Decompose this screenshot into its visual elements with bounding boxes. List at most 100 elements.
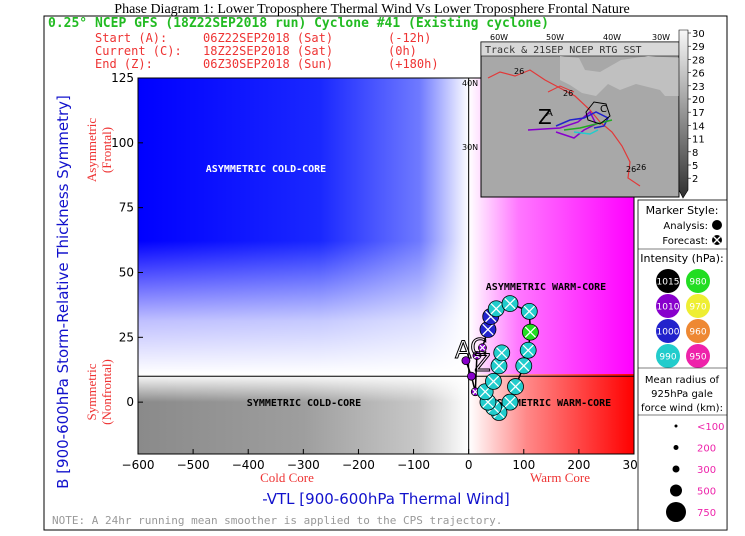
trajectory-mark-z: Z: [474, 349, 490, 377]
figure-title: Phase Diagram 1: Lower Troposphere Therm…: [114, 2, 629, 17]
frontal-annotation: (Frontal): [99, 127, 114, 173]
radius-label: 500: [697, 487, 716, 498]
y-axis-label: B [900-600hPa Storm-Relative Thickness S…: [54, 95, 72, 489]
x-axis-ticks: −600 −500 −400 −300 −200 −100 0 100 200 300: [122, 449, 645, 472]
x-tick-label: −300: [287, 458, 320, 472]
trajectory-point: [472, 351, 482, 360]
forecast-label: Forecast:: [662, 236, 708, 247]
intensity-label: 960: [689, 328, 706, 338]
radius-title-line3: force wind (km):: [641, 403, 723, 414]
symmetric-warm-core-label: SYMMETRIC WARM-CORE: [497, 398, 611, 409]
smoother-note: NOTE: A 24hr running mean smoother is ap…: [52, 514, 502, 527]
intensity-swatch: 950: [686, 344, 710, 368]
x-tick-label: −400: [232, 458, 265, 472]
start-offset: (-12h): [388, 31, 431, 45]
trajectory-letter-marks: ACZ: [454, 333, 491, 378]
x-tick-label: 100: [512, 458, 535, 472]
land-mass: [560, 56, 679, 96]
trajectory-mark-a: A: [455, 336, 472, 364]
trajectory-point: [521, 323, 539, 341]
radius-legend: <100 200 300 500 750: [666, 422, 724, 522]
end-offset: (+180h): [388, 57, 439, 71]
asymmetric-annotation: Asymmetric: [84, 118, 99, 182]
symmetric-cold-core-label: SYMMETRIC COLD-CORE: [247, 398, 361, 409]
x-tick-label: −100: [397, 458, 430, 472]
inset-mark-z: Z: [538, 105, 552, 129]
trajectory-mark-c: C: [470, 333, 487, 361]
current-time: 18Z22SEP2018 (Sat): [203, 44, 333, 58]
inset-mark-c: C: [600, 104, 607, 115]
colorbar-label: 30: [692, 29, 705, 40]
intensity-swatch: 970: [686, 294, 710, 318]
symmetric-annotation: Symmetric: [84, 363, 99, 420]
sst-colorbar-labels: 30 29 28 26 23 20 17 14 11 8 5 2: [688, 29, 705, 185]
analysis-marker: [712, 220, 722, 230]
lon-label-50w: 50W: [546, 33, 564, 42]
current-label: Current (C):: [95, 44, 182, 58]
colorbar-label: 26: [692, 69, 705, 80]
analysis-label: Analysis:: [663, 221, 708, 232]
sst-label-3: 26: [626, 165, 636, 174]
colorbar-label: 2: [692, 174, 698, 185]
intensity-legend: 1015 980 1010 970 1000 960 990 950: [656, 269, 710, 368]
y-tick-label: 75: [119, 201, 134, 215]
colorbar-label: 28: [692, 55, 705, 66]
intensity-label: 990: [659, 353, 676, 363]
lat-label-40n: 40N: [462, 79, 478, 88]
x-axis-label: -VTL [900-600hPa Thermal Wind]: [262, 490, 510, 508]
y-axis-ticks: 0 25 50 75 100 125: [111, 71, 143, 409]
radius-legend-item: 750: [666, 502, 716, 522]
track-inset: Track & 21SEP NCEP RTG SST Z A C 26 26 2…: [462, 29, 705, 199]
intensity-label: 950: [689, 353, 706, 363]
asymmetric-cold-core-label: ASYMMETRIC COLD-CORE: [206, 164, 326, 175]
intensity-label: 1000: [657, 328, 680, 338]
inset-track-early: [527, 110, 598, 139]
trajectory-point: [501, 393, 519, 411]
nonfrontal-annotation: (Nonfrontal): [99, 359, 114, 425]
radius-title-line1: Mean radius of: [645, 375, 720, 386]
trajectory-point: [507, 378, 524, 395]
x-tick-label: −500: [177, 458, 210, 472]
legend-box: [637, 199, 728, 531]
x-tick-label: 200: [567, 458, 590, 472]
trajectory-point: [520, 302, 538, 320]
inset-title: Track & 21SEP NCEP RTG SST: [485, 45, 642, 56]
y-tick-label: 100: [111, 136, 134, 150]
start-label: Start (A):: [95, 31, 167, 45]
intensity-swatch: 990: [656, 344, 680, 368]
forecast-marker: [712, 235, 722, 245]
colorbar-label: 14: [692, 121, 705, 132]
marker-style-title: Marker Style:: [646, 204, 719, 217]
lon-label-40w: 40W: [603, 33, 621, 42]
colorbar-label: 20: [692, 95, 705, 106]
legend: Marker Style: Analysis: Forecast: Intens…: [637, 199, 728, 531]
colorbar-label: 8: [692, 148, 698, 159]
sst-26c-contour: [487, 69, 641, 187]
intensity-label: 980: [689, 278, 706, 288]
cyclone-trajectory-markers: [461, 295, 539, 421]
y-tick-label: 0: [126, 395, 134, 409]
intensity-swatch: 1010: [656, 294, 680, 318]
radius-label: 200: [697, 444, 716, 455]
trajectory-point: [519, 341, 537, 359]
lon-label-60w: 60W: [490, 33, 508, 42]
start-time: 06Z22SEP2018 (Sat): [203, 31, 333, 45]
trajectory-point: [501, 295, 519, 313]
end-label: End (Z):: [95, 57, 153, 71]
radius-label: 300: [697, 465, 716, 476]
plot-frame: [137, 77, 635, 455]
colorbar-label: 5: [692, 161, 698, 172]
radius-legend-item: <100: [674, 422, 724, 433]
trajectory-point: [485, 372, 502, 390]
end-time: 06Z30SEP2018 (Sun): [203, 57, 333, 71]
trajectory-point: [461, 356, 471, 366]
radius-legend-item: 200: [673, 444, 716, 455]
colorbar-label: 17: [692, 108, 705, 119]
warm-core-annotation: Warm Core: [530, 470, 590, 485]
trajectory-point: [478, 343, 487, 353]
trajectory-point: [515, 357, 533, 375]
intensity-label: 1010: [657, 303, 680, 313]
sst-label-1: 26: [514, 67, 524, 76]
current-offset: (0h): [388, 44, 417, 58]
sst-label-2: 26: [563, 89, 573, 98]
